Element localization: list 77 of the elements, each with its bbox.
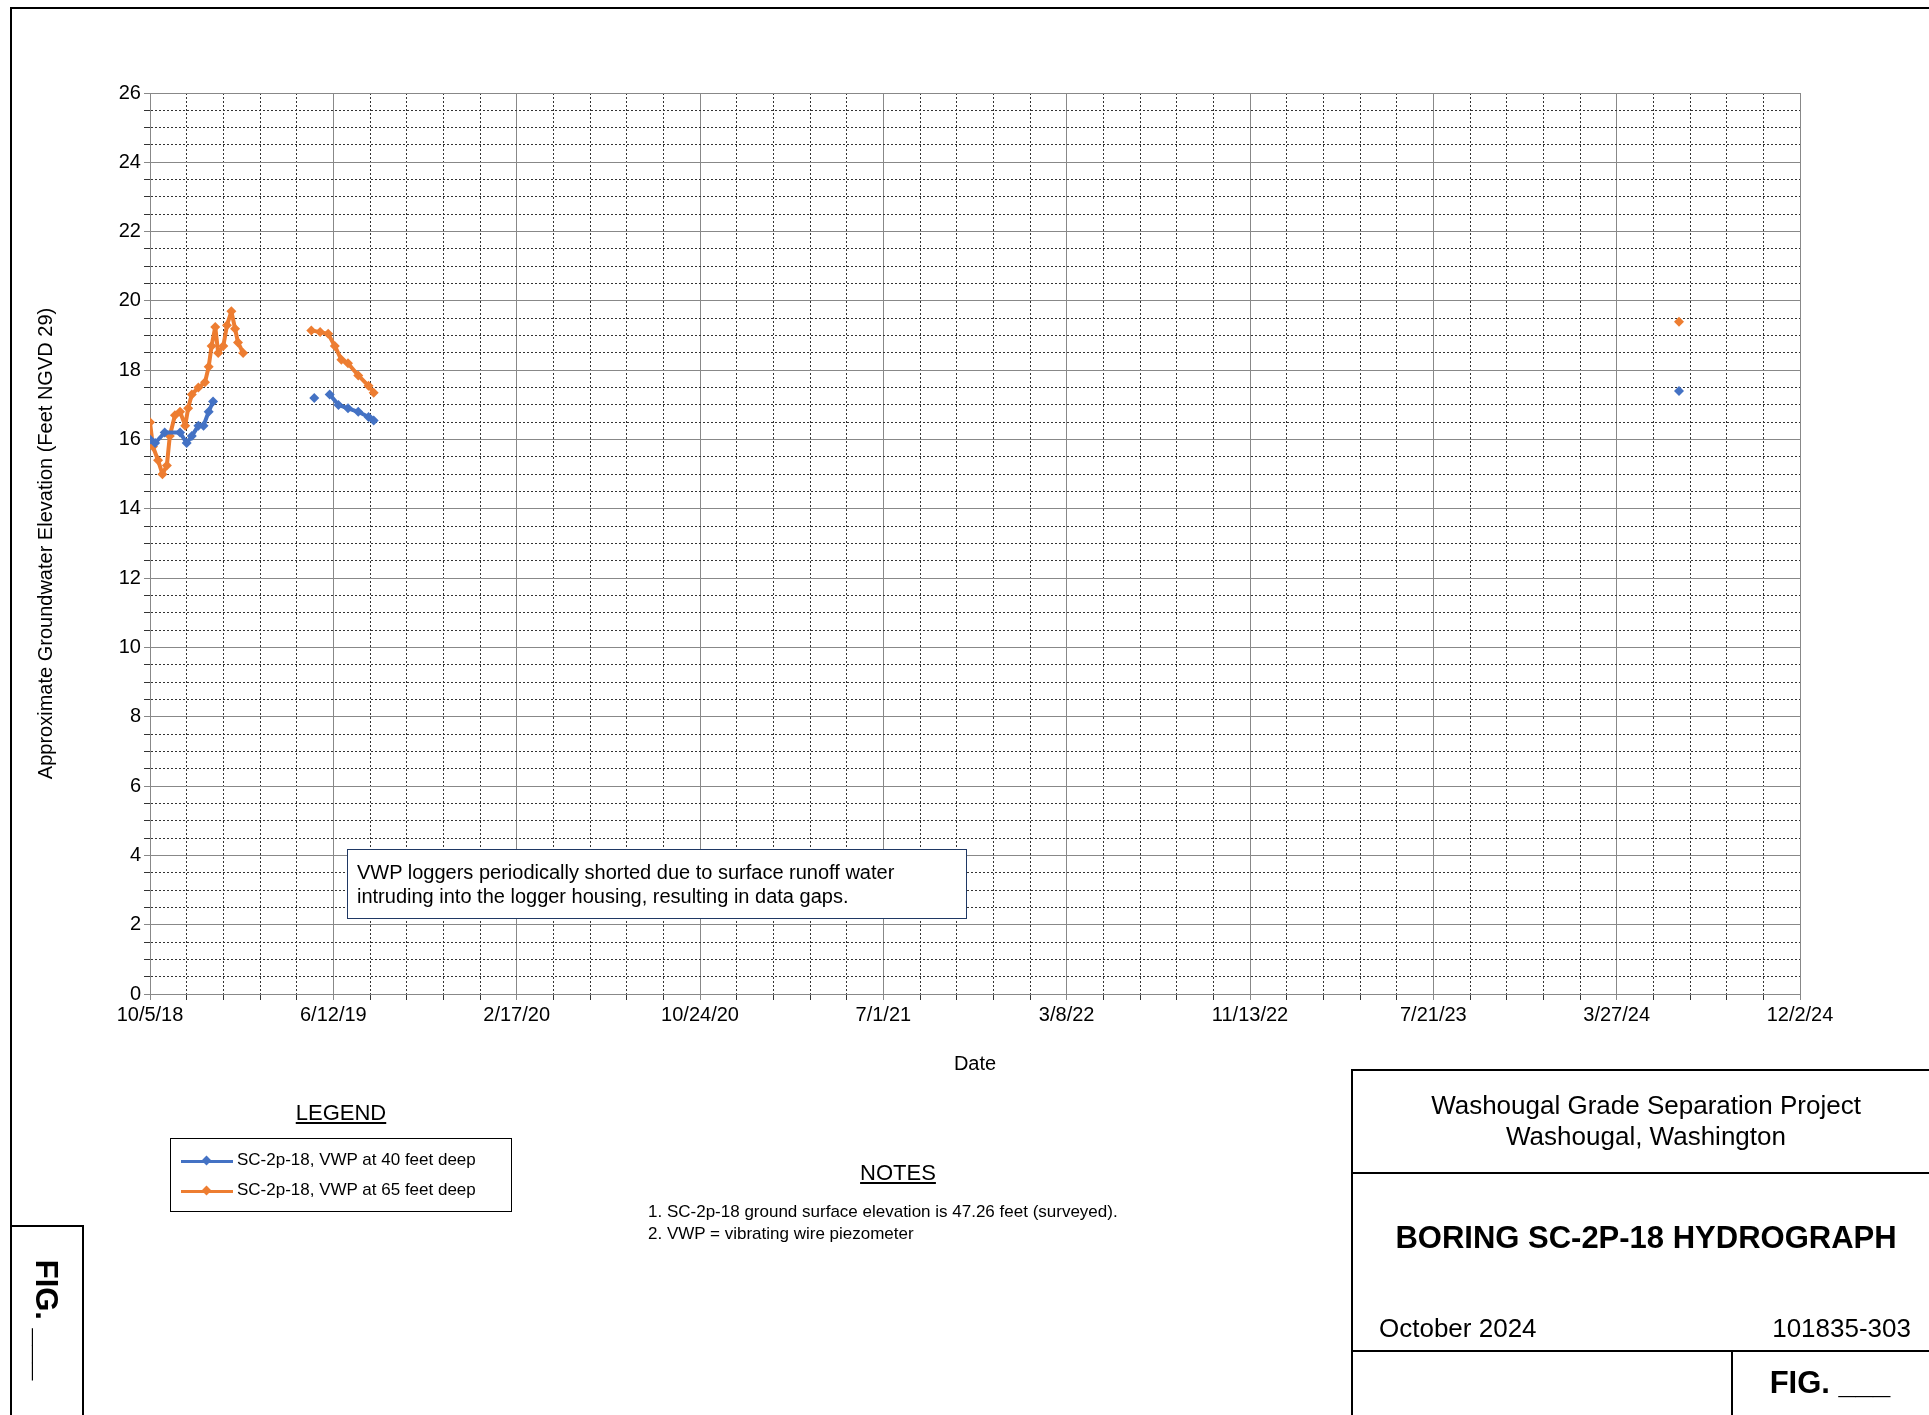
point bbox=[363, 412, 374, 423]
point bbox=[309, 392, 320, 403]
point bbox=[353, 406, 364, 417]
point bbox=[200, 377, 210, 388]
x-tick-label: 7/21/23 bbox=[1399, 1002, 1467, 1025]
callout-box: VWP loggers periodically shorted due to surface runoff water intruding into the logger housing, resulting in data gaps. bbox=[347, 849, 967, 919]
text: Washougal Grade Separation Project Washougal, Washington bbox=[1430, 1090, 1862, 1152]
y-tick-label: 14 bbox=[118, 496, 141, 519]
x-tick-label: 12/2/24 bbox=[1766, 1002, 1834, 1025]
point bbox=[186, 389, 197, 400]
point bbox=[175, 406, 186, 417]
point bbox=[208, 396, 219, 407]
point bbox=[333, 399, 344, 410]
point bbox=[186, 431, 197, 442]
point bbox=[368, 415, 379, 426]
point bbox=[206, 340, 217, 351]
point bbox=[353, 370, 364, 381]
point bbox=[181, 438, 192, 448]
point bbox=[230, 323, 241, 334]
point bbox=[203, 361, 214, 372]
point bbox=[183, 403, 194, 414]
point bbox=[343, 403, 353, 414]
text: FIG. ___ bbox=[1768, 1365, 1892, 1401]
x-tick-label: 2/17/20 bbox=[483, 1002, 551, 1025]
x-tick-label: 7/1/21 bbox=[855, 1002, 912, 1025]
y-tick-label: 8 bbox=[129, 704, 141, 727]
y-tick-label: 12 bbox=[118, 565, 141, 588]
x-tick-label: 11/13/22 bbox=[1211, 1002, 1289, 1025]
x-tick-label: 10/24/20 bbox=[661, 1002, 739, 1025]
y-axis-title: Approximate Groundwater Elevation (Feet NGVD 29) bbox=[33, 307, 56, 780]
y-tick-label: 6 bbox=[129, 773, 141, 796]
y-tick-label: 18 bbox=[118, 357, 141, 380]
point bbox=[306, 325, 317, 336]
legend-label: SC-2p-18, VWP at 40 feet deep bbox=[237, 1150, 476, 1169]
x-axis-title: Date bbox=[953, 1051, 997, 1074]
point bbox=[193, 382, 204, 393]
point bbox=[329, 340, 340, 351]
point bbox=[175, 427, 186, 438]
x-tick-label: 3/27/24 bbox=[1583, 1002, 1651, 1025]
text: 2. VWP = vibrating wire piezometer bbox=[648, 1224, 914, 1244]
point bbox=[203, 406, 214, 417]
text: 101835-303 bbox=[1772, 1313, 1911, 1344]
legend-label: SC-2p-18, VWP at 65 feet deep bbox=[237, 1180, 476, 1199]
y-tick-label: 0 bbox=[129, 981, 141, 1004]
point bbox=[153, 455, 164, 466]
point bbox=[233, 337, 243, 348]
y-tick-label: 4 bbox=[129, 842, 141, 865]
point bbox=[1674, 316, 1684, 327]
legend-title: LEGEND bbox=[294, 1100, 388, 1126]
text: FIG. ___ bbox=[28, 1259, 64, 1381]
point bbox=[169, 410, 180, 421]
annotation: VWP loggers periodically shorted due to surface runoff water intruding into the logger housing, resulting in data gaps. bbox=[357, 861, 895, 907]
point bbox=[1674, 386, 1684, 397]
y-tick-label: 24 bbox=[118, 149, 141, 172]
text: BORING SC-2P-18 HYDROGRAPH bbox=[1394, 1220, 1898, 1256]
x-tick-label: 6/12/19 bbox=[299, 1002, 367, 1025]
y-tick-label: 22 bbox=[118, 219, 141, 242]
point bbox=[323, 328, 334, 339]
text: 1. SC-2p-18 ground surface elevation is 47.26 feet (surveyed). bbox=[648, 1202, 1118, 1222]
point bbox=[368, 387, 379, 398]
point bbox=[150, 438, 161, 448]
point bbox=[343, 358, 353, 369]
y-tick-label: 10 bbox=[118, 634, 141, 657]
y-tick-label: 16 bbox=[118, 427, 141, 450]
y-tick-label: 2 bbox=[129, 912, 141, 935]
point bbox=[238, 347, 249, 358]
point bbox=[363, 380, 374, 391]
y-tick-label: 26 bbox=[118, 80, 141, 103]
x-tick-label: 10/5/18 bbox=[116, 1002, 184, 1025]
point bbox=[336, 354, 347, 365]
text: NOTES bbox=[859, 1160, 937, 1186]
text: October 2024 bbox=[1379, 1313, 1537, 1344]
x-tick-label: 3/8/22 bbox=[1038, 1002, 1095, 1025]
point bbox=[161, 460, 172, 471]
point bbox=[315, 327, 326, 338]
y-tick-label: 20 bbox=[118, 288, 141, 311]
point bbox=[324, 389, 335, 400]
